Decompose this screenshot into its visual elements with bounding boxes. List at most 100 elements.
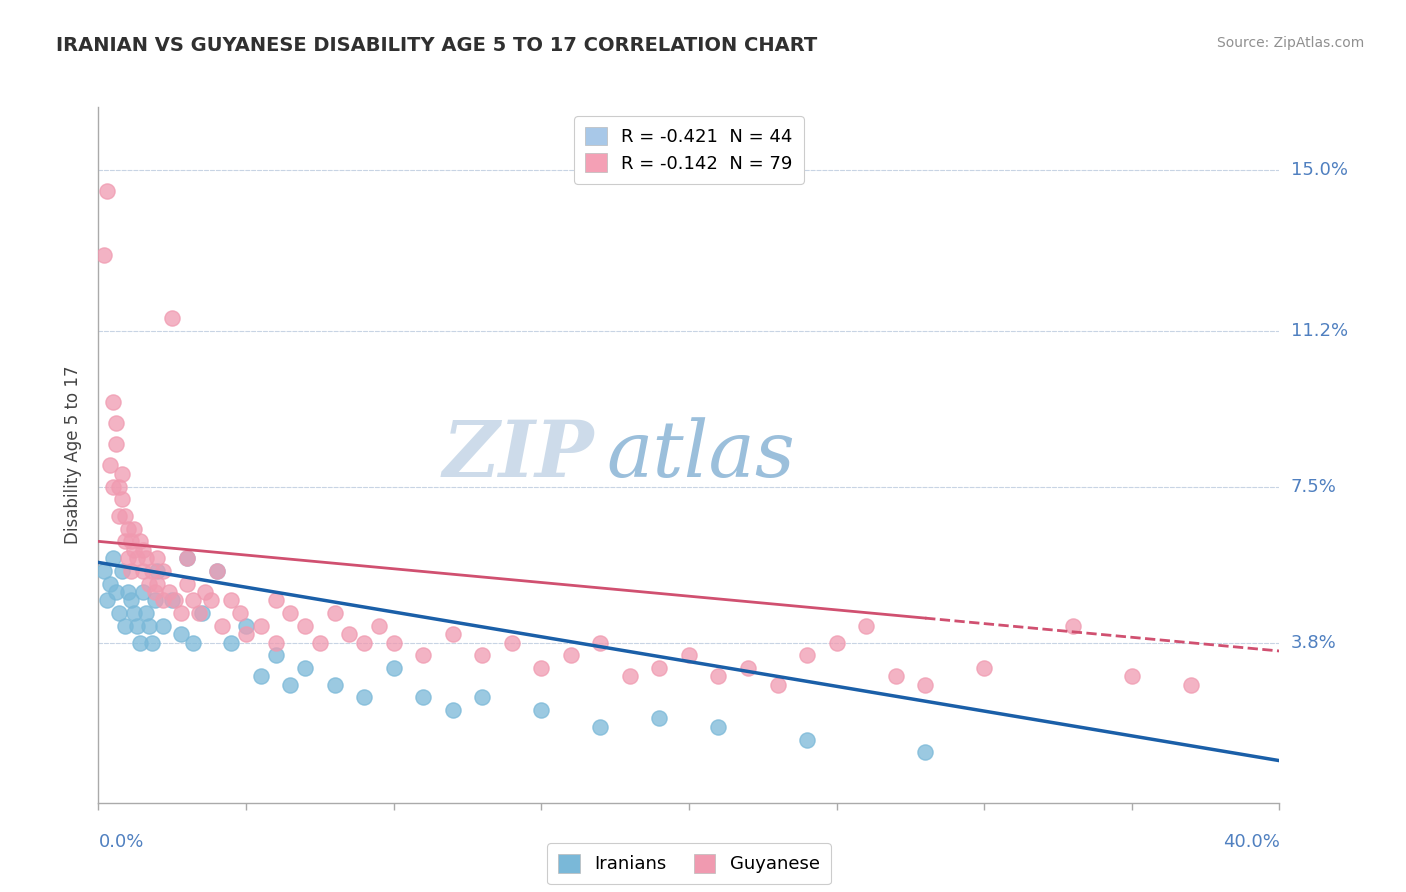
Point: [353, 635, 375, 649]
Point: [146, 576, 169, 591]
Text: IRANIAN VS GUYANESE DISABILITY AGE 5 TO 17 CORRELATION CHART: IRANIAN VS GUYANESE DISABILITY AGE 5 TO …: [56, 36, 817, 54]
Point: [176, 551, 198, 566]
Text: 0.0%: 0.0%: [98, 833, 143, 851]
Point: [191, 606, 214, 620]
Text: 15.0%: 15.0%: [1291, 161, 1347, 179]
Point: [250, 669, 273, 683]
Point: [412, 648, 434, 663]
Point: [707, 669, 730, 683]
Point: [114, 618, 136, 632]
Point: [530, 703, 553, 717]
Point: [560, 648, 582, 663]
Point: [914, 678, 936, 692]
Point: [108, 479, 131, 493]
Point: [103, 551, 125, 566]
Point: [125, 618, 148, 632]
Point: [120, 593, 142, 607]
Point: [194, 585, 217, 599]
Point: [105, 417, 128, 431]
Point: [146, 551, 169, 566]
Point: [235, 627, 257, 641]
Point: [441, 627, 464, 641]
Point: [152, 593, 174, 607]
Point: [138, 576, 160, 591]
Text: 7.5%: 7.5%: [1291, 477, 1337, 496]
Point: [1121, 669, 1143, 683]
Point: [98, 458, 121, 473]
Point: [353, 690, 375, 705]
Point: [103, 395, 125, 409]
Point: [294, 661, 316, 675]
Point: [146, 564, 169, 578]
Point: [128, 534, 150, 549]
Y-axis label: Disability Age 5 to 17: Disability Age 5 to 17: [65, 366, 83, 544]
Point: [93, 247, 115, 261]
Point: [157, 585, 180, 599]
Point: [117, 522, 139, 536]
Text: 40.0%: 40.0%: [1223, 833, 1279, 851]
Point: [143, 593, 166, 607]
Point: [205, 564, 228, 578]
Point: [205, 564, 228, 578]
Point: [278, 606, 302, 620]
Text: atlas: atlas: [606, 417, 794, 493]
Point: [264, 593, 287, 607]
Point: [105, 437, 128, 451]
Point: [132, 564, 155, 578]
Point: [93, 564, 115, 578]
Point: [111, 467, 134, 481]
Point: [181, 635, 204, 649]
Point: [122, 542, 145, 557]
Point: [152, 564, 174, 578]
Point: [619, 669, 641, 683]
Point: [382, 635, 405, 649]
Point: [796, 648, 818, 663]
Point: [250, 618, 273, 632]
Point: [120, 564, 142, 578]
Point: [187, 606, 209, 620]
Point: [111, 564, 134, 578]
Point: [294, 618, 316, 632]
Point: [648, 711, 671, 725]
Point: [796, 732, 818, 747]
Point: [122, 522, 145, 536]
Text: 3.8%: 3.8%: [1291, 633, 1336, 651]
Point: [162, 310, 183, 325]
Point: [382, 661, 405, 675]
Text: ZIP: ZIP: [443, 417, 595, 493]
Point: [737, 661, 759, 675]
Point: [114, 534, 136, 549]
Point: [117, 551, 139, 566]
Point: [278, 678, 302, 692]
Point: [170, 606, 193, 620]
Point: [471, 648, 494, 663]
Point: [103, 479, 125, 493]
Point: [141, 564, 163, 578]
Point: [229, 606, 252, 620]
Point: [176, 551, 198, 566]
Point: [141, 635, 163, 649]
Point: [128, 635, 150, 649]
Point: [135, 606, 157, 620]
Point: [143, 585, 166, 599]
Point: [530, 661, 553, 675]
Point: [368, 618, 391, 632]
Point: [337, 627, 360, 641]
Point: [117, 585, 139, 599]
Point: [323, 678, 346, 692]
Point: [200, 593, 222, 607]
Point: [884, 669, 907, 683]
Point: [309, 635, 332, 649]
Point: [412, 690, 434, 705]
Point: [120, 534, 142, 549]
Point: [264, 635, 287, 649]
Point: [855, 618, 877, 632]
Point: [264, 648, 287, 663]
Point: [1180, 678, 1202, 692]
Point: [96, 185, 118, 199]
Point: [441, 703, 464, 717]
Point: [1062, 618, 1084, 632]
Point: [170, 627, 193, 641]
Point: [122, 606, 145, 620]
Point: [219, 635, 242, 649]
